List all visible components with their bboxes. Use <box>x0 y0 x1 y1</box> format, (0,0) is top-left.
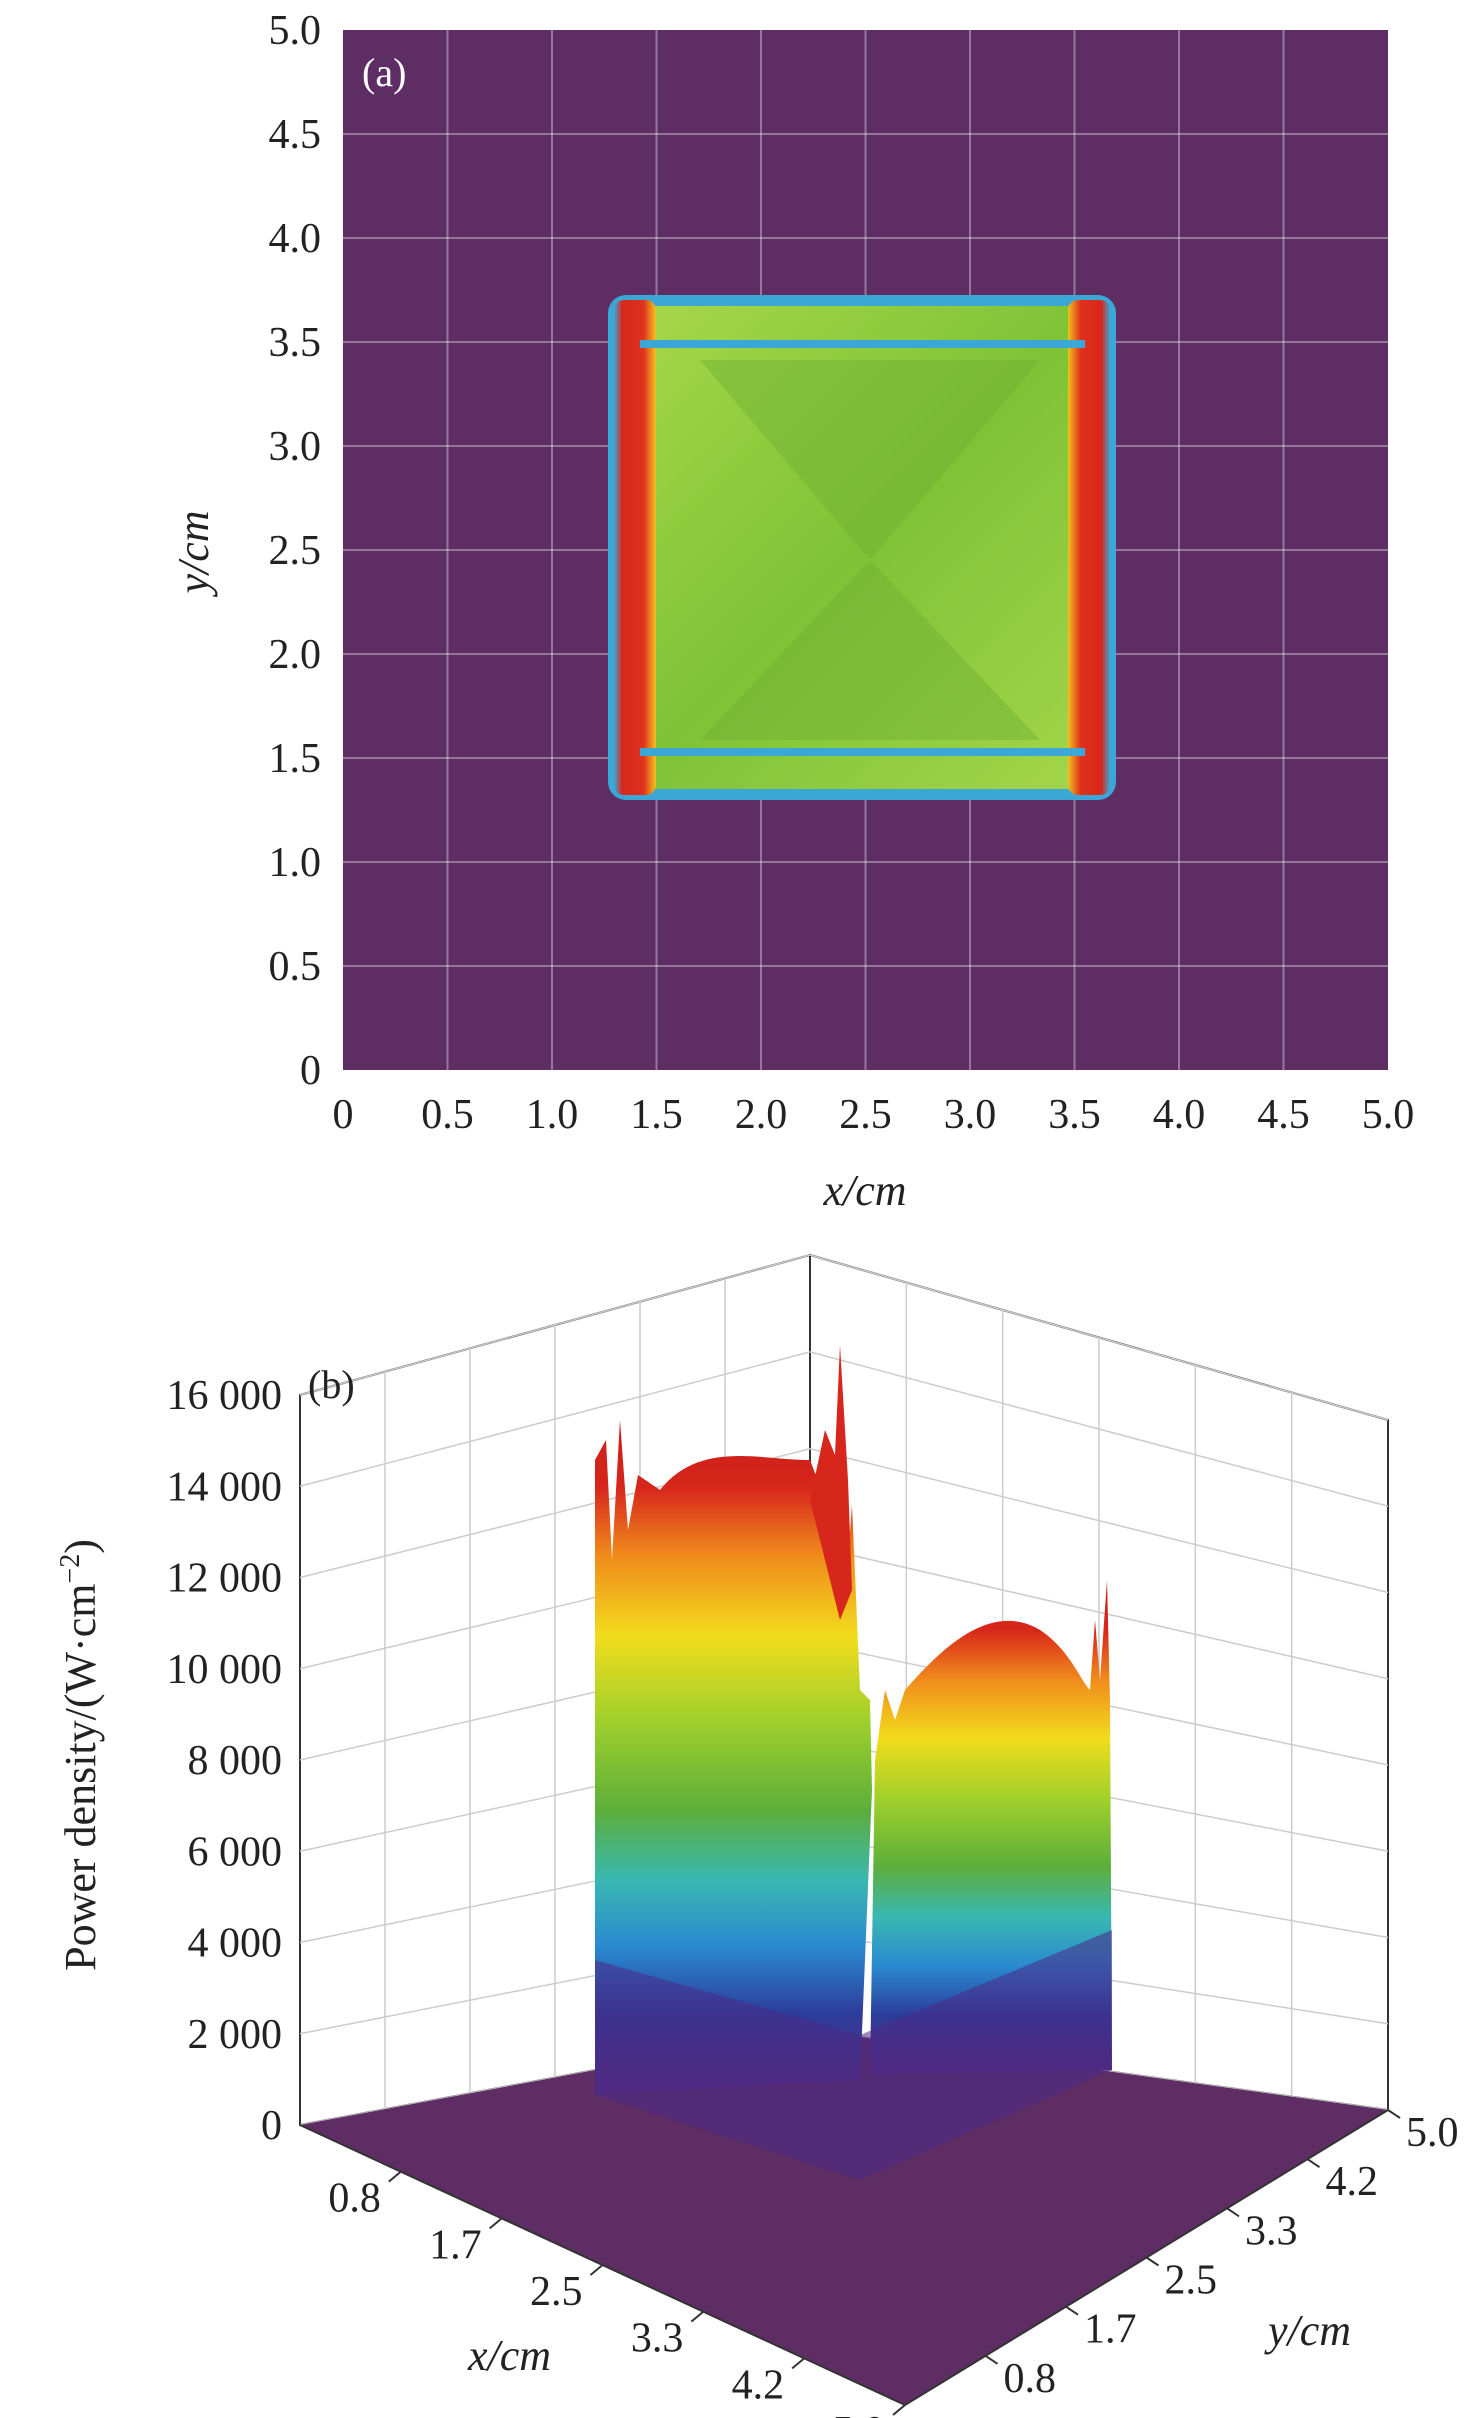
x-tick-label: 4.5 <box>1257 1092 1310 1138</box>
y-tick-label: 1.0 <box>269 840 322 886</box>
y-tick-label-3d: 1.7 <box>1084 2307 1137 2353</box>
y-tick-label: 0.5 <box>269 944 322 990</box>
y-tick-label: 1.5 <box>269 736 322 782</box>
x-tick-label-3d: 1.7 <box>429 2222 482 2268</box>
heatmap-x-axis-label: x/cm <box>822 1166 906 1215</box>
x-tick-label-3d: 2.5 <box>530 2269 583 2315</box>
power-density-surface <box>595 1345 1112 2180</box>
z-tick-label: 0 <box>261 2103 282 2149</box>
x-tick-label-3d: 3.3 <box>631 2316 684 2362</box>
x-tick-label-3d: 0.8 <box>328 2176 381 2222</box>
heated-square-right-edge <box>1068 300 1110 795</box>
y-tick-label-3d: 0.8 <box>1004 2356 1057 2402</box>
x-tick-label: 4.0 <box>1153 1092 1206 1138</box>
surface-panel-label: (b) <box>308 1362 355 1407</box>
heated-square-body <box>620 306 1104 789</box>
z-tick-label: 14 000 <box>167 1464 283 1510</box>
heatmap-panel: 0 0.5 1.0 1.5 2.0 2.5 3.0 3.5 4.0 4.5 5.0 0 0.5 1.0 1.… <box>169 8 1414 1215</box>
x-tick-label: 1.5 <box>630 1092 683 1138</box>
z-tick-label: 10 000 <box>167 1647 283 1693</box>
heated-square-dark-cross <box>700 360 1040 740</box>
y-tick-label: 3.0 <box>269 424 322 470</box>
z-tick-label: 4 000 <box>188 1921 283 1967</box>
heated-square-top-band <box>640 340 1085 348</box>
y-tick-label: 3.5 <box>269 320 322 366</box>
surface-center-spike <box>810 1345 852 1620</box>
y-tick-label: 5.0 <box>269 8 322 54</box>
svg-text:Power density/(W·cm−2): Power density/(W·cm−2) <box>55 1539 105 1971</box>
x-tick-mark <box>791 2357 805 2370</box>
surface-back-left-section <box>595 1420 872 2095</box>
surface-panel: 0 2 000 4 000 6 000 8 000 10 000 12 000 14 000 1… <box>55 1253 1459 2418</box>
y-tick-label: 2.0 <box>269 632 322 678</box>
y-tick-label: 0 <box>300 1048 321 1094</box>
surface-z-axis-label: Power density/(W·cm−2) <box>55 1539 105 1971</box>
z-tick-label: 16 000 <box>167 1373 283 1419</box>
y-tick-label-3d: 5.0 <box>1406 2110 1459 2156</box>
y-tick-mark <box>1306 2158 1321 2168</box>
y-tick-label: 4.0 <box>269 216 322 262</box>
x-tick-label: 2.0 <box>735 1092 788 1138</box>
z-tick-label: 2 000 <box>188 2012 283 2058</box>
heatmap-ticks: 0 0.5 1.0 1.5 2.0 2.5 3.0 3.5 4.0 4.5 5.0 0 0.5 1.0 1.… <box>269 8 1415 1138</box>
surface-back-right-section <box>870 1580 1112 2075</box>
x-tick-label: 0.5 <box>421 1092 474 1138</box>
x-tick-mark <box>489 2217 503 2230</box>
z-tick-label: 12 000 <box>167 1556 283 1602</box>
x-tick-label: 2.5 <box>839 1092 892 1138</box>
heatmap-y-axis-label: y/cm <box>169 510 218 597</box>
heated-square <box>608 295 1116 800</box>
x-tick-label-3d: 4.2 <box>732 2362 785 2408</box>
x-tick-mark <box>388 2170 402 2183</box>
x-tick-label-3d: 5.0 <box>833 2409 886 2418</box>
y-tick-label: 2.5 <box>269 528 322 574</box>
x-tick-mark <box>589 2264 604 2276</box>
surface-front-face <box>595 1930 1112 2180</box>
z-axis-label-sup: −2 <box>55 1554 86 1584</box>
x-tick-label: 5.0 <box>1362 1092 1415 1138</box>
surface-y-axis-label: y/cm <box>1264 2306 1351 2355</box>
y-tick-mark <box>1065 2305 1079 2316</box>
surface-floor <box>300 2030 1388 2405</box>
heatmap-panel-label: (a) <box>362 50 406 95</box>
heated-square-bottom-band <box>640 748 1085 756</box>
z-axis-label-main: Power density/(W·cm <box>56 1584 105 1971</box>
x-tick-label: 0 <box>333 1092 354 1138</box>
y-tick-label-3d: 4.2 <box>1326 2159 1379 2205</box>
x-tick-label: 3.5 <box>1048 1092 1101 1138</box>
x-tick-mark <box>690 2310 704 2323</box>
y-tick-mark <box>1145 2256 1160 2267</box>
y-tick-mark <box>984 2355 999 2365</box>
heated-square-left-edge <box>614 300 656 795</box>
y-tick-mark <box>1387 2109 1401 2119</box>
z-tick-label: 8 000 <box>188 1738 283 1784</box>
y-tick-label: 4.5 <box>269 112 322 158</box>
surface-x-axis-label: x/cm <box>467 2331 551 2380</box>
z-tick-label: 6 000 <box>188 1829 283 1875</box>
y-tick-label-3d: 2.5 <box>1165 2258 1218 2304</box>
y-tick-mark <box>1226 2207 1240 2218</box>
z-axis-label-close: ) <box>56 1539 105 1554</box>
x-tick-label: 1.0 <box>526 1092 579 1138</box>
surface-ticks: 0 2 000 4 000 6 000 8 000 10 000 12 000 14 000 1… <box>167 1373 1459 2418</box>
y-tick-label-3d: 3.3 <box>1245 2208 1298 2254</box>
x-tick-label: 3.0 <box>944 1092 997 1138</box>
x-tick-mark <box>892 2404 906 2416</box>
